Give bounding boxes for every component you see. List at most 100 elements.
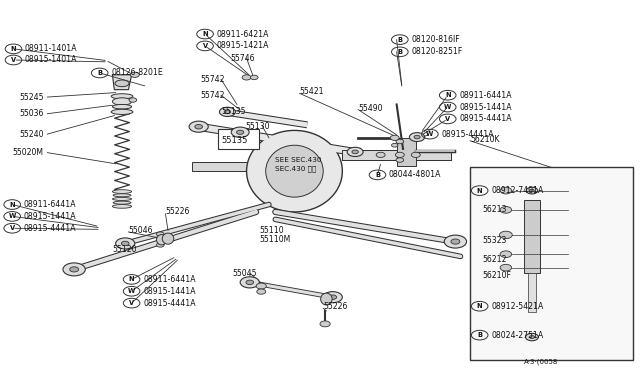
Text: 55046: 55046 [129,226,153,235]
Text: 56210K: 56210K [470,135,500,144]
Text: N: N [445,92,451,98]
Ellipse shape [525,333,538,341]
Text: 08044-4801A: 08044-4801A [389,170,442,179]
Text: 55742: 55742 [200,91,225,100]
Text: 55490: 55490 [358,104,383,113]
Circle shape [392,143,398,147]
Text: 08915-1401A: 08915-1401A [25,55,77,64]
Text: 08915-4441A: 08915-4441A [143,299,196,308]
Ellipse shape [113,201,131,204]
Text: 08911-1401A: 08911-1401A [25,44,77,53]
Ellipse shape [157,235,167,245]
Circle shape [500,187,511,194]
Circle shape [396,139,404,144]
Ellipse shape [63,263,85,276]
Ellipse shape [113,190,132,193]
Text: 08120-816IF: 08120-816IF [412,35,460,44]
Circle shape [500,264,511,271]
Text: 08912-7401A: 08912-7401A [491,186,543,195]
Text: 08915-4441A: 08915-4441A [24,224,76,233]
Ellipse shape [122,241,129,246]
Text: N: N [477,303,483,309]
Ellipse shape [329,295,337,299]
Circle shape [242,75,251,80]
Circle shape [390,135,399,140]
Circle shape [320,321,330,327]
Text: N: N [129,276,134,282]
Text: W: W [444,104,451,110]
Bar [192,162,294,171]
Text: 55110M: 55110M [259,235,291,244]
Text: 08915-1441A: 08915-1441A [460,103,512,112]
Ellipse shape [237,130,244,134]
Text: 55226: 55226 [166,208,190,217]
Text: N: N [202,31,208,37]
Ellipse shape [195,125,202,129]
Ellipse shape [530,189,534,192]
Text: N: N [477,187,483,193]
Circle shape [500,206,511,213]
Text: 55110: 55110 [259,226,284,235]
Ellipse shape [352,150,358,154]
Polygon shape [113,75,132,90]
Circle shape [396,152,404,157]
Ellipse shape [111,94,133,99]
Ellipse shape [529,336,534,339]
Ellipse shape [240,277,259,288]
Ellipse shape [111,109,133,115]
Circle shape [499,231,512,238]
Text: 08912-5421A: 08912-5421A [491,302,543,311]
Text: 55020M: 55020M [12,148,43,157]
Text: W: W [8,214,16,219]
Text: 08120-8251F: 08120-8251F [412,47,463,56]
Ellipse shape [451,239,460,244]
Ellipse shape [321,293,332,305]
Circle shape [376,152,385,157]
Text: 55135: 55135 [221,108,246,116]
Ellipse shape [189,121,208,132]
Ellipse shape [163,233,173,244]
Text: 08915-1441A: 08915-1441A [143,287,196,296]
Text: 55742: 55742 [200,75,225,84]
Text: 08915-1421A: 08915-1421A [216,41,269,51]
Ellipse shape [414,135,420,139]
Bar [470,167,633,360]
Ellipse shape [323,292,342,303]
Text: 56212: 56212 [483,256,508,264]
Ellipse shape [246,131,342,212]
Ellipse shape [113,105,132,109]
Text: N: N [11,46,16,52]
Ellipse shape [113,98,132,105]
Ellipse shape [70,267,79,272]
Ellipse shape [444,235,467,248]
Bar [524,200,540,273]
Circle shape [257,289,266,294]
Text: 08911-6441A: 08911-6441A [460,91,512,100]
Text: 08126-8201E: 08126-8201E [111,68,163,77]
Ellipse shape [526,187,538,194]
Circle shape [131,72,140,77]
Ellipse shape [246,280,253,285]
Text: V: V [11,57,16,63]
Bar [342,150,451,160]
Text: 08911-6441A: 08911-6441A [143,275,196,284]
Bar [218,129,259,149]
Text: V: V [202,43,207,49]
Text: SEE SEC.430: SEE SEC.430 [275,157,322,163]
Text: A·3·(0058: A·3·(0058 [524,359,559,365]
Text: 08915-4441A: 08915-4441A [460,115,512,124]
Text: 55245: 55245 [20,93,44,102]
Text: 55226: 55226 [323,302,348,311]
Ellipse shape [116,238,135,249]
Text: 55323: 55323 [483,236,508,245]
Bar [528,273,536,312]
Ellipse shape [115,80,129,87]
Text: B: B [97,70,102,76]
Text: B: B [397,49,403,55]
Text: 55746: 55746 [230,54,255,62]
Ellipse shape [220,107,236,116]
Ellipse shape [347,147,363,157]
Text: V: V [129,300,134,306]
Text: B: B [397,36,403,43]
Text: 55036: 55036 [20,109,44,118]
